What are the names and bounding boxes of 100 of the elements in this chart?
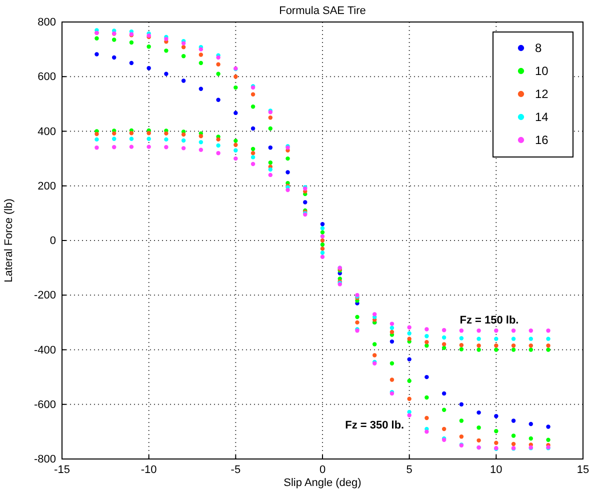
point <box>198 52 204 57</box>
point <box>442 346 446 350</box>
point <box>181 54 186 58</box>
point <box>164 72 168 76</box>
point <box>286 188 290 192</box>
point <box>442 391 446 396</box>
x-tick-label: 0 <box>319 464 326 476</box>
point <box>164 137 168 142</box>
y-tick-label: 600 <box>38 71 56 84</box>
point <box>94 137 99 142</box>
point <box>198 140 204 144</box>
point <box>424 430 429 434</box>
point <box>442 328 446 332</box>
point <box>146 66 151 70</box>
point <box>372 353 377 358</box>
point <box>303 200 308 204</box>
point <box>216 55 220 60</box>
point <box>511 328 516 333</box>
point <box>476 328 481 333</box>
legend-label: 14 <box>535 110 549 124</box>
point <box>476 425 481 430</box>
point <box>94 36 99 40</box>
y-tick-label: 400 <box>38 126 56 138</box>
point <box>320 238 325 243</box>
point <box>390 378 394 382</box>
point <box>129 40 134 45</box>
point <box>129 131 134 136</box>
point <box>320 242 325 247</box>
point <box>511 434 516 438</box>
point <box>216 150 220 156</box>
point <box>494 440 498 445</box>
legend-label: 10 <box>535 64 549 78</box>
point <box>112 55 116 60</box>
point <box>320 254 325 259</box>
point <box>234 85 238 90</box>
point <box>234 138 238 143</box>
point <box>94 52 99 56</box>
point <box>459 336 464 340</box>
point <box>407 325 412 330</box>
annotation: Fz = 150 lb. <box>460 314 519 327</box>
point <box>320 246 325 251</box>
point <box>112 38 116 42</box>
point <box>528 436 534 441</box>
point <box>442 426 446 432</box>
point <box>528 344 534 348</box>
point <box>94 146 99 150</box>
point <box>528 336 534 341</box>
y-tick-label: -400 <box>34 344 56 356</box>
point <box>268 126 273 131</box>
point <box>494 414 498 418</box>
point <box>129 136 134 142</box>
point <box>372 312 377 316</box>
point <box>198 134 204 138</box>
point <box>407 378 412 383</box>
point <box>390 322 394 326</box>
point <box>546 348 550 352</box>
point <box>459 328 464 333</box>
point <box>372 342 377 346</box>
point <box>546 344 550 348</box>
point <box>181 132 186 137</box>
point <box>181 146 186 150</box>
y-tick-label: 800 <box>38 16 56 29</box>
point <box>424 395 429 400</box>
y-tick-label: -200 <box>34 290 56 302</box>
point <box>129 60 134 66</box>
point <box>424 327 429 332</box>
x-tick-label: 5 <box>406 464 412 476</box>
point <box>146 131 151 136</box>
point <box>390 326 394 330</box>
point <box>511 442 516 446</box>
point <box>320 234 325 239</box>
point <box>250 146 256 152</box>
point <box>546 328 550 333</box>
point <box>234 142 238 148</box>
point <box>181 138 186 143</box>
point <box>250 126 256 131</box>
point <box>546 438 550 442</box>
point <box>320 230 325 234</box>
chart-title: Formula SAE Tire <box>279 5 366 17</box>
point <box>320 226 325 230</box>
point <box>112 131 116 136</box>
point <box>216 137 220 142</box>
point <box>216 98 220 102</box>
point <box>268 115 273 120</box>
point <box>112 136 116 142</box>
point <box>424 374 429 380</box>
point <box>268 172 273 178</box>
point <box>459 343 464 348</box>
x-axis-title: Slip Angle (deg) <box>284 477 362 489</box>
point <box>407 336 412 341</box>
point <box>390 330 394 334</box>
point <box>286 156 290 161</box>
point <box>424 344 429 348</box>
point <box>407 396 412 402</box>
point <box>459 402 464 406</box>
point <box>268 160 273 165</box>
point <box>164 48 168 53</box>
point <box>390 361 394 366</box>
point <box>146 136 151 142</box>
point <box>494 344 498 348</box>
